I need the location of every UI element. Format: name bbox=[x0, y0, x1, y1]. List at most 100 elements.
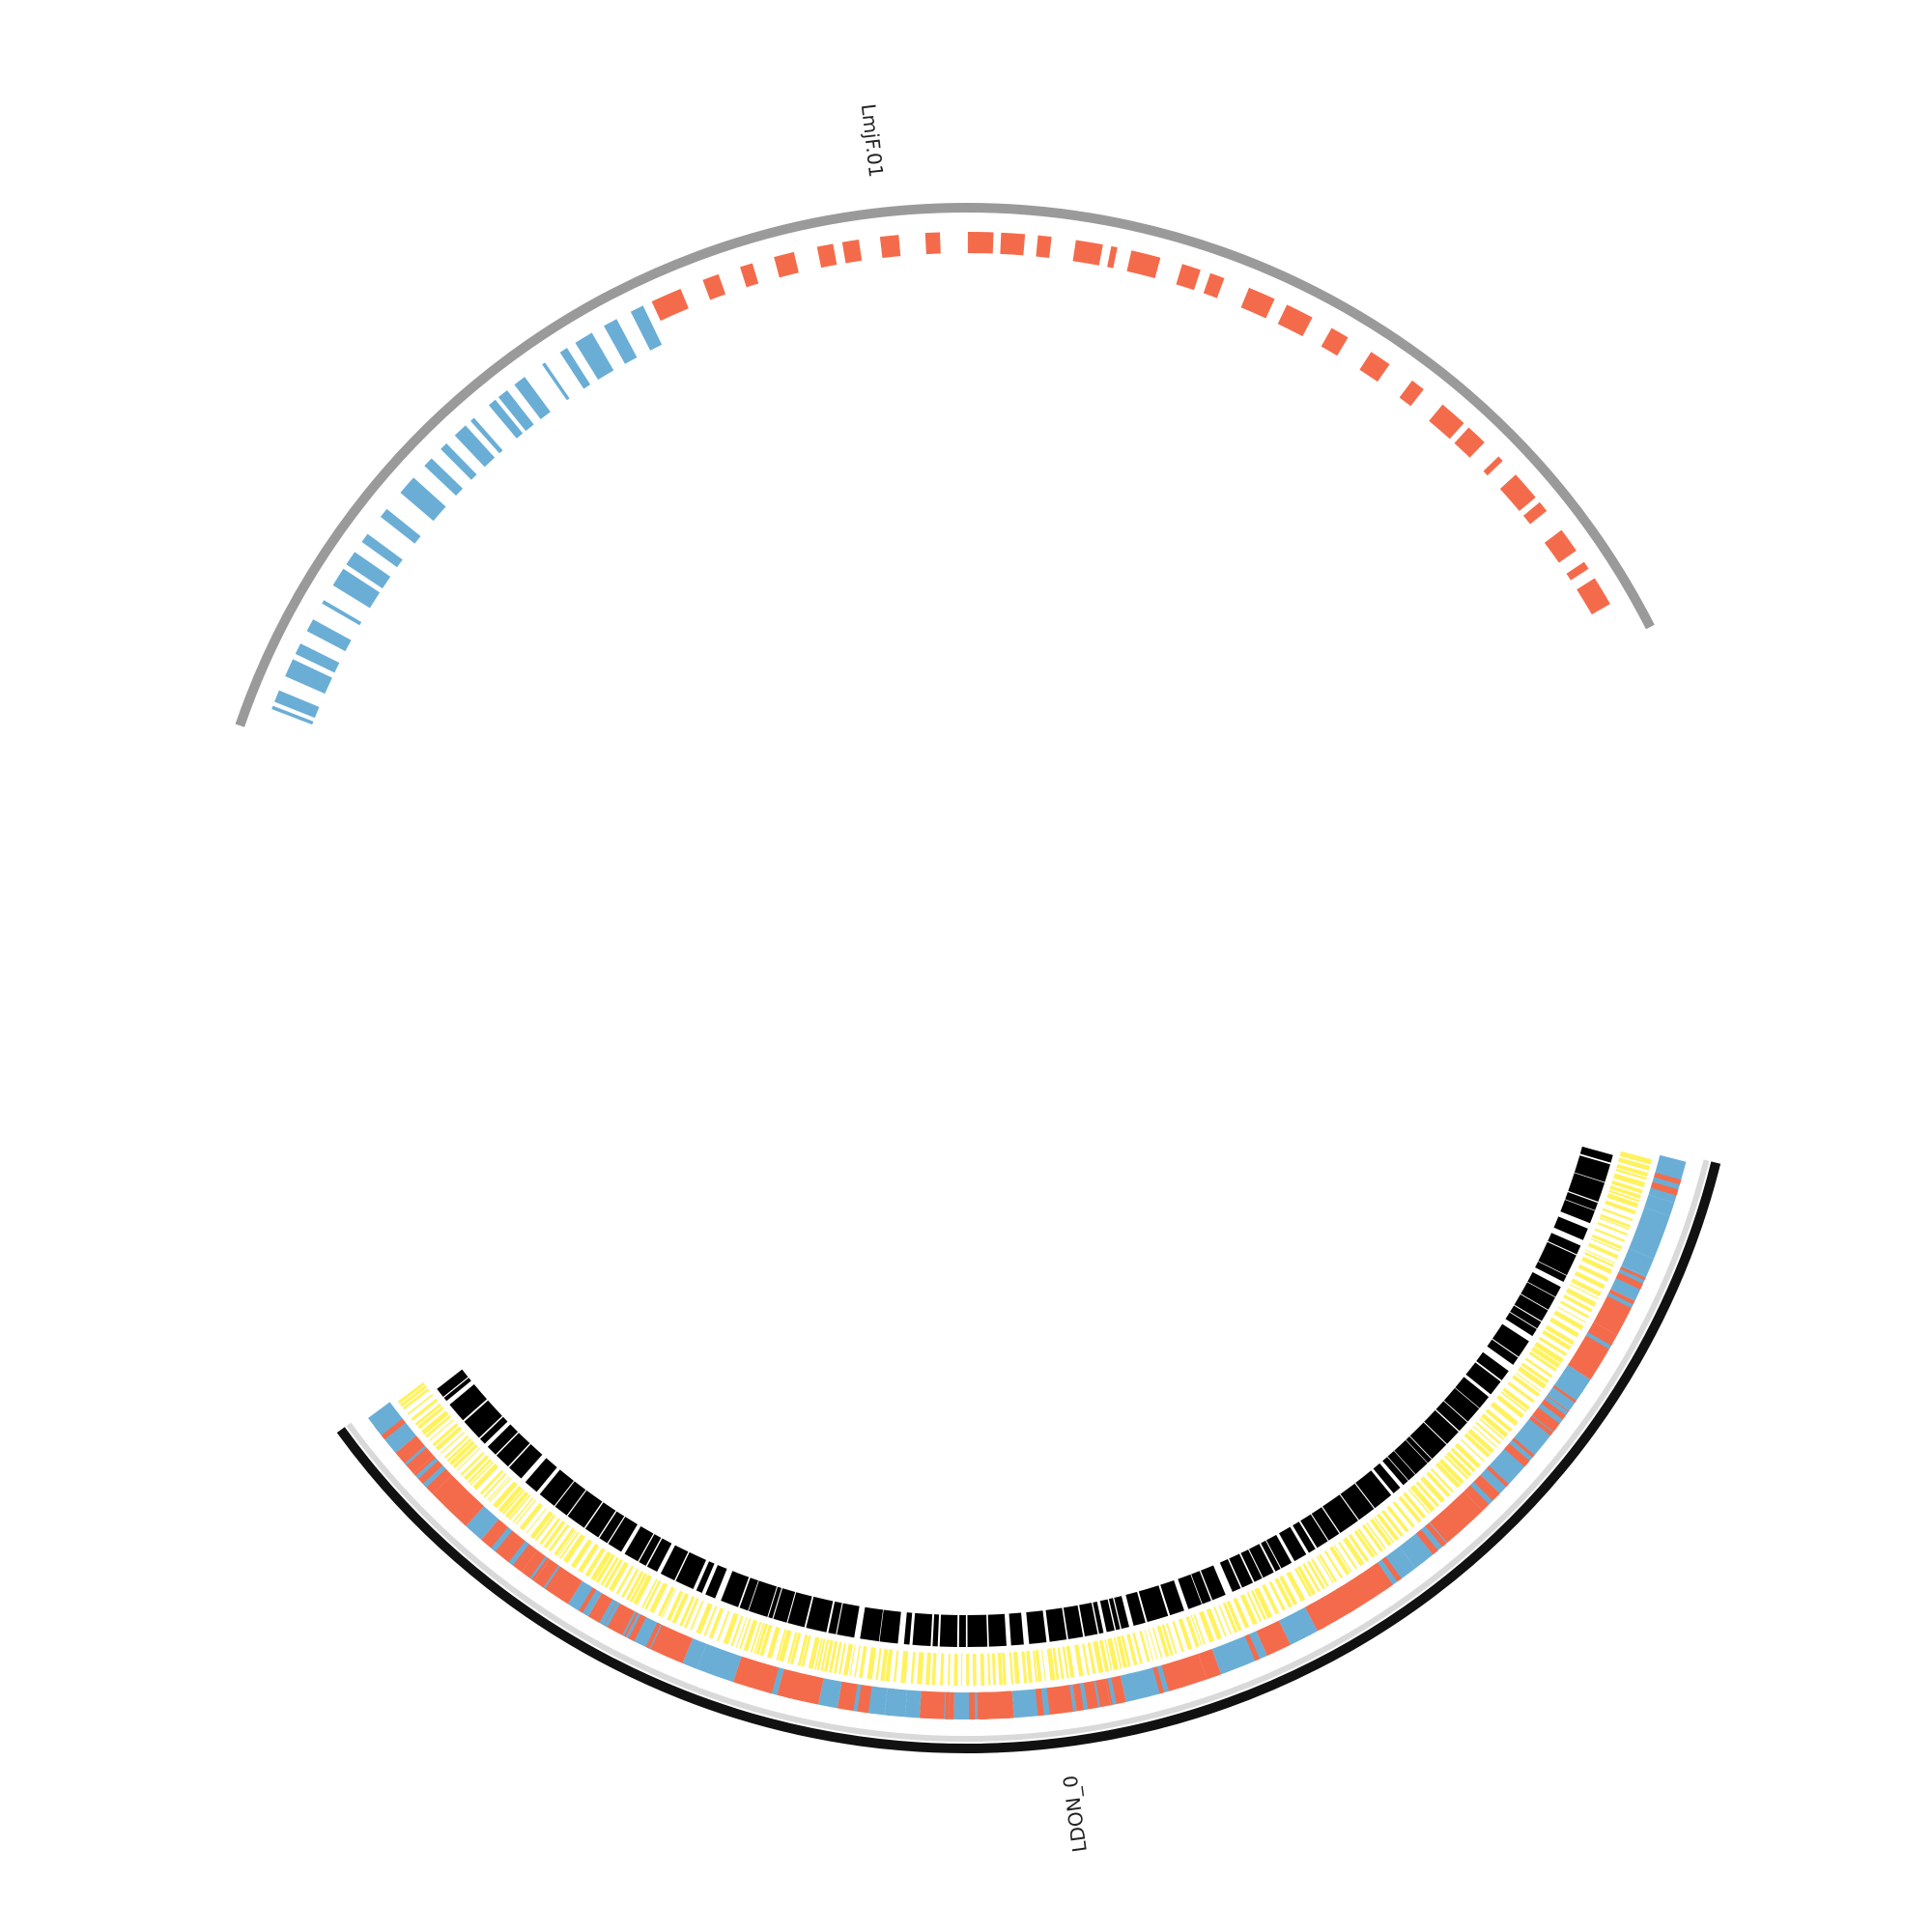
feature-yellow bbox=[1262, 1584, 1280, 1615]
feature-yellow bbox=[1538, 1336, 1568, 1356]
feature-yellow bbox=[661, 1588, 676, 1618]
feature-yellow bbox=[456, 1447, 481, 1471]
feature-yellow bbox=[875, 1648, 882, 1681]
feature-black bbox=[1492, 1323, 1529, 1357]
gene-plus bbox=[1304, 1589, 1350, 1632]
feature-yellow bbox=[1553, 1310, 1584, 1330]
feature-yellow bbox=[1082, 1643, 1091, 1676]
feature-black bbox=[1579, 1146, 1613, 1163]
gene-minus bbox=[1120, 1664, 1171, 1702]
gene-stripe bbox=[1415, 1529, 1438, 1555]
feature-yellow bbox=[1333, 1545, 1352, 1573]
feature-yellow bbox=[1528, 1350, 1557, 1372]
gene-stripe bbox=[1107, 1677, 1117, 1705]
feature-yellow bbox=[683, 1598, 699, 1629]
feature-yellow bbox=[1616, 1163, 1649, 1178]
gene-plus bbox=[841, 240, 863, 264]
feature-black bbox=[496, 1433, 530, 1467]
gene-stripe bbox=[604, 1602, 621, 1628]
feature-black bbox=[1178, 1574, 1202, 1609]
feature-black bbox=[1229, 1553, 1254, 1588]
feature-yellow bbox=[595, 1553, 615, 1583]
gene-stripe bbox=[1308, 1602, 1327, 1630]
gene-stripe bbox=[1406, 1539, 1426, 1564]
feature-black bbox=[525, 1458, 557, 1492]
gene-stripe bbox=[693, 1642, 706, 1669]
feature-yellow bbox=[987, 1653, 991, 1686]
feature-yellow bbox=[609, 1561, 629, 1592]
feature-yellow bbox=[464, 1455, 490, 1481]
feature-yellow bbox=[1407, 1489, 1431, 1515]
feature-black bbox=[487, 1424, 519, 1455]
gene-plus bbox=[740, 263, 759, 288]
gene-plus bbox=[1256, 1620, 1292, 1657]
feature-yellow bbox=[1316, 1555, 1335, 1584]
feature-black bbox=[584, 1502, 616, 1538]
feature-yellow bbox=[1199, 1610, 1215, 1643]
feature-yellow bbox=[1046, 1648, 1056, 1681]
feature-yellow bbox=[1580, 1256, 1612, 1274]
feature-black bbox=[1079, 1603, 1098, 1637]
feature-yellow bbox=[559, 1531, 580, 1559]
feature-yellow bbox=[1107, 1637, 1119, 1670]
gene-track-ldon0 bbox=[368, 1154, 1687, 1719]
feature-yellow bbox=[501, 1489, 526, 1515]
gene-minus bbox=[380, 508, 421, 544]
gene-minus bbox=[332, 568, 381, 609]
feature-yellow bbox=[1098, 1639, 1110, 1672]
gene-plus bbox=[533, 1559, 582, 1605]
gene-stripe bbox=[1559, 1375, 1584, 1393]
feature-yellow bbox=[1144, 1630, 1154, 1662]
feature-yellow bbox=[1035, 1649, 1042, 1683]
gene-minus bbox=[1629, 1207, 1670, 1259]
feature-black bbox=[449, 1384, 487, 1421]
feature-yellow bbox=[1151, 1627, 1163, 1659]
chromosome-ideogram-shade-ldon0 bbox=[346, 1159, 1710, 1742]
gene-stripe bbox=[1619, 1266, 1646, 1281]
feature-black bbox=[1293, 1521, 1316, 1553]
feature-yellow bbox=[797, 1634, 809, 1666]
feature-black bbox=[1535, 1261, 1567, 1283]
feature-yellow bbox=[1569, 1284, 1599, 1300]
feature-yellow bbox=[838, 1642, 846, 1675]
gene-plus bbox=[1429, 404, 1464, 440]
gene-plus bbox=[1499, 474, 1536, 512]
feature-yellow bbox=[1426, 1471, 1451, 1497]
feature-black bbox=[939, 1614, 958, 1647]
gene-minus bbox=[274, 690, 320, 719]
feature-black bbox=[1009, 1612, 1024, 1646]
feature-yellow bbox=[931, 1653, 937, 1686]
gene-stripe bbox=[1512, 1437, 1535, 1458]
feature-yellow bbox=[743, 1619, 758, 1652]
feature-yellow bbox=[1374, 1517, 1395, 1544]
feature-yellow bbox=[446, 1437, 472, 1463]
gene-plus bbox=[967, 232, 994, 254]
gene-plus bbox=[651, 288, 689, 322]
gene-stripe bbox=[945, 1691, 951, 1719]
feature-yellow bbox=[629, 1573, 648, 1603]
feature-yellow bbox=[778, 1630, 792, 1662]
feature-yellow bbox=[1213, 1605, 1227, 1637]
feature-yellow bbox=[469, 1461, 495, 1486]
feature-yellow bbox=[1386, 1505, 1409, 1533]
feature-yellow bbox=[833, 1641, 842, 1674]
feature-yellow bbox=[723, 1612, 739, 1645]
feature-yellow bbox=[1254, 1587, 1273, 1619]
feature-black bbox=[1574, 1155, 1610, 1182]
feature-yellow bbox=[657, 1586, 675, 1617]
feature-black bbox=[1311, 1507, 1340, 1541]
gene-minus bbox=[818, 1678, 842, 1709]
feature-black bbox=[1527, 1271, 1561, 1297]
gene-minus bbox=[904, 1690, 922, 1719]
feature-black bbox=[787, 1592, 812, 1628]
feature-yellow bbox=[1577, 1264, 1609, 1282]
gene-stripe bbox=[922, 1690, 930, 1719]
gene-stripe bbox=[853, 1684, 860, 1712]
gene-stripe bbox=[1076, 1683, 1085, 1711]
feature-yellow bbox=[789, 1633, 802, 1664]
feature-yellow bbox=[1594, 1228, 1626, 1242]
gene-stripe bbox=[491, 1526, 513, 1552]
feature-yellow bbox=[1585, 1249, 1616, 1264]
feature-yellow bbox=[1126, 1634, 1138, 1666]
